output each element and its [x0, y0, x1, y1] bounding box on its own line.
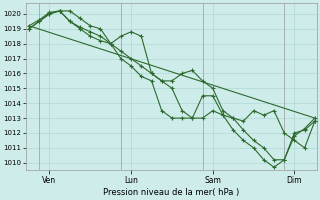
X-axis label: Pression niveau de la mer( hPa ): Pression niveau de la mer( hPa ) [103, 188, 239, 197]
